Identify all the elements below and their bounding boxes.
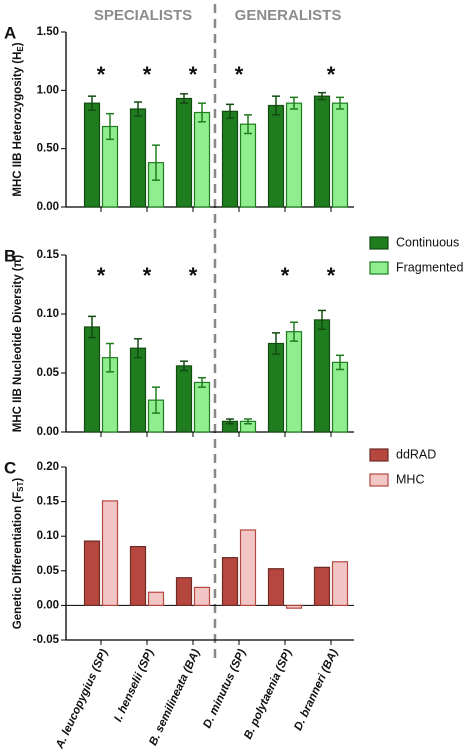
y-axis-title-text: MHC IIB Heterozygosity (H	[12, 52, 24, 197]
y-tick-label: 0.10	[37, 308, 59, 320]
significance-marker: *	[327, 62, 336, 87]
bar	[147, 591, 165, 607]
y-axis-title: MHC IIB Nucleotide Diversity (π)	[12, 255, 24, 433]
legend-label: MHC	[396, 472, 424, 486]
group-label: GENERALISTS	[235, 7, 342, 24]
y-axis-title-end: )	[12, 478, 24, 482]
bar	[313, 95, 331, 208]
y-tick-label: 0.05	[37, 565, 60, 577]
bar	[285, 331, 303, 433]
legend-swatch	[369, 236, 389, 250]
y-tick-label: 0.00	[37, 426, 59, 438]
y-tick-label: -0.05	[33, 634, 60, 646]
bar	[175, 97, 193, 208]
bar	[313, 566, 331, 607]
legend-swatch	[369, 473, 389, 487]
significance-marker: *	[97, 62, 106, 87]
x-tick-label: A. leucopygius (SP)	[54, 647, 111, 751]
x-tick-label: B. semilineata (BA)	[147, 647, 202, 747]
bar	[83, 540, 101, 607]
y-tick-label: 0.05	[37, 367, 60, 379]
y-axis-title-sub: ST	[16, 482, 25, 492]
legend-label: Continuous	[396, 235, 459, 249]
y-axis-title: MHC IIB Heterozygosity (HE)	[12, 42, 25, 196]
bar	[129, 545, 147, 607]
y-axis-title: Genetic Differentiation (FST)	[12, 478, 25, 630]
significance-marker: *	[97, 263, 106, 288]
bar	[129, 108, 147, 208]
bar	[313, 319, 331, 433]
y-tick-label: 0.15	[37, 249, 60, 261]
y-tick-label: 0.15	[37, 496, 60, 508]
legend-label: ddRAD	[396, 447, 436, 461]
bar	[83, 326, 101, 433]
x-tick-label: D. minutus (SP)	[201, 647, 248, 730]
legend-label: Fragmented	[396, 260, 463, 274]
bar	[331, 361, 349, 433]
bar	[129, 347, 147, 433]
legend-swatch	[369, 448, 389, 462]
legend-swatch	[369, 261, 389, 275]
panel-label: C	[4, 458, 16, 477]
significance-marker: *	[189, 263, 198, 288]
y-axis-title-end: )	[12, 42, 24, 46]
significance-marker: *	[143, 62, 152, 87]
significance-marker: *	[281, 263, 290, 288]
significance-marker: *	[189, 62, 198, 87]
bar	[267, 342, 285, 433]
bar	[285, 102, 303, 208]
y-axis-title-text: MHC IIB Nucleotide Diversity (π)	[12, 255, 24, 433]
bar	[193, 111, 211, 208]
y-tick-label: 0.50	[37, 143, 59, 155]
bar	[193, 586, 211, 607]
significance-marker: *	[143, 263, 152, 288]
panel-label: A	[4, 23, 16, 42]
bar	[175, 577, 193, 606]
significance-marker: *	[327, 263, 336, 288]
significance-marker: *	[235, 62, 244, 87]
x-tick-label: D. branneri (BA)	[292, 647, 340, 732]
bar	[239, 123, 257, 208]
panel-label: B	[4, 246, 16, 265]
bar	[331, 102, 349, 208]
bar	[331, 561, 349, 607]
y-tick-label: 0.20	[37, 461, 59, 473]
group-label: SPECIALISTS	[94, 7, 192, 24]
bar	[239, 529, 257, 606]
bar	[193, 381, 211, 433]
y-tick-label: 0.00	[37, 599, 59, 611]
y-tick-label: 0.00	[37, 201, 59, 213]
bar	[101, 500, 119, 606]
bar	[285, 604, 303, 609]
y-tick-label: 1.00	[37, 84, 59, 96]
bar	[221, 110, 239, 208]
bar	[83, 102, 101, 208]
y-tick-label: 0.10	[37, 530, 59, 542]
x-tick-label: I. henselii (SP)	[112, 647, 156, 723]
y-axis-title-text: Genetic Differentiation (F	[12, 492, 24, 629]
y-tick-label: 1.50	[37, 26, 59, 38]
bar	[267, 568, 285, 606]
bar	[175, 365, 193, 433]
bar	[267, 104, 285, 208]
x-tick-label: B. polytaenia (SP)	[242, 647, 294, 741]
y-axis-title-sub: E	[16, 46, 25, 52]
bar	[221, 557, 239, 606]
